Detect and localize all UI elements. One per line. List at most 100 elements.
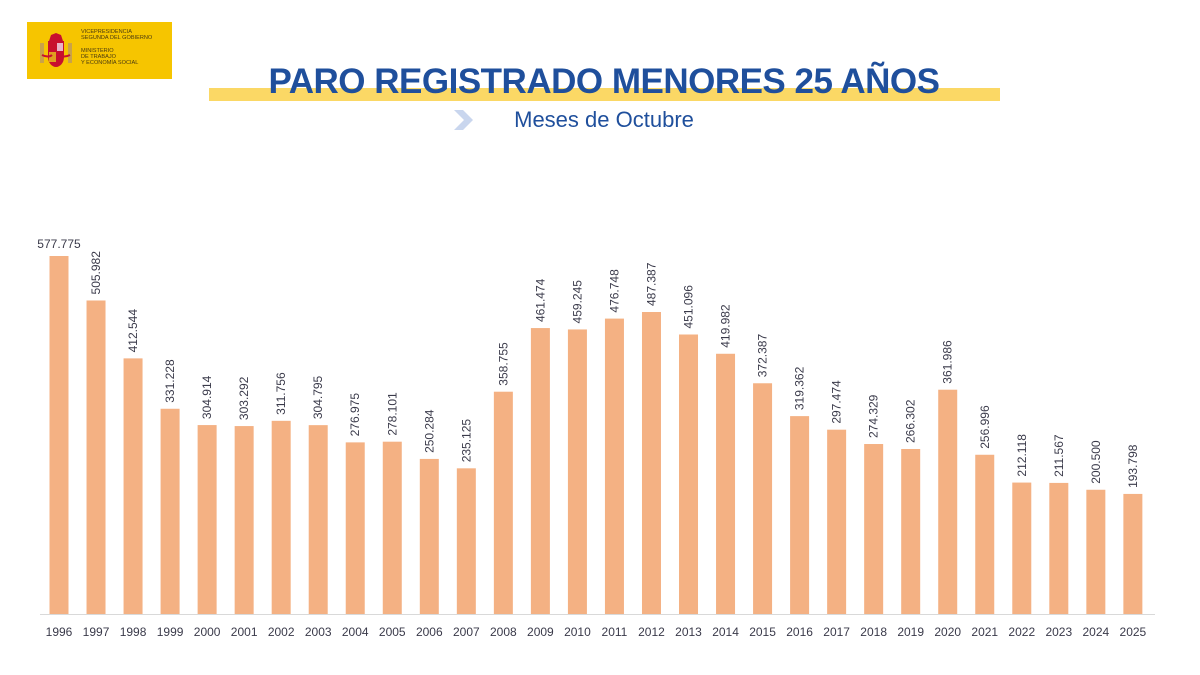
bar: [308, 425, 328, 614]
x-tick-label: 2016: [786, 625, 813, 639]
bar: [345, 442, 365, 614]
x-tick-label: 2023: [1045, 625, 1072, 639]
bar: [493, 391, 513, 614]
data-label: 487.387: [644, 262, 658, 306]
data-label: 361.986: [941, 340, 955, 384]
x-tick-label: 2024: [1082, 625, 1109, 639]
data-label: 193.798: [1126, 444, 1140, 488]
data-label: 200.500: [1089, 440, 1103, 484]
data-label: 358.755: [496, 342, 510, 386]
chart-title: PARO REGISTRADO MENORES 25 AÑOS: [268, 62, 940, 101]
x-tick-label: 2009: [527, 625, 554, 639]
data-label: 304.914: [200, 375, 214, 419]
bar: [975, 454, 995, 614]
data-label: 235.125: [459, 419, 473, 463]
x-tick-label: 2007: [453, 625, 480, 639]
bar: [790, 416, 810, 614]
bar: [938, 389, 958, 614]
x-tick-label: 1997: [83, 625, 110, 639]
x-tick-label: 2010: [564, 625, 591, 639]
data-label: 297.474: [830, 380, 844, 424]
data-label: 419.982: [719, 304, 733, 348]
logo-line: Y ECONOMÍA SOCIAL: [81, 60, 139, 66]
x-tick-label: 2013: [675, 625, 702, 639]
x-tick-label: 2004: [342, 625, 369, 639]
data-label: 505.982: [89, 251, 103, 295]
logo-line: VICEPRESIDENCIA: [81, 29, 132, 35]
data-label: 577.775: [37, 237, 81, 251]
x-tick-label: 2021: [971, 625, 998, 639]
ministry-logo: VICEPRESIDENCIA SEGUNDA DEL GOBIERNO MIN…: [27, 22, 172, 79]
data-label: 451.096: [682, 285, 696, 329]
bar: [1123, 493, 1143, 614]
data-label: 459.245: [570, 280, 584, 324]
data-label: 266.302: [904, 399, 918, 443]
bar: [1049, 482, 1069, 614]
bar: [679, 334, 699, 614]
bar: [530, 328, 550, 614]
bar: [1012, 482, 1032, 614]
bar: [234, 426, 254, 614]
data-label: 278.101: [385, 392, 399, 436]
data-label: 250.284: [422, 409, 436, 453]
x-tick-label: 2002: [268, 625, 295, 639]
data-label: 256.996: [978, 405, 992, 449]
title-highlight: [209, 88, 1000, 101]
x-tick-label: 1996: [46, 625, 73, 639]
data-label: 476.748: [607, 269, 621, 313]
x-tick-label: 2014: [712, 625, 739, 639]
x-tick-label: 2019: [897, 625, 924, 639]
bar: [901, 448, 921, 614]
data-label: 303.292: [237, 376, 251, 420]
data-label: 319.362: [793, 366, 807, 410]
x-tick-label: 2006: [416, 625, 443, 639]
data-label: 212.118: [1015, 434, 1029, 477]
data-label: 311.756: [274, 372, 288, 415]
bar: [716, 353, 736, 614]
data-label: 211.567: [1052, 434, 1066, 477]
x-tick-label: 2003: [305, 625, 332, 639]
x-tick-label: 2012: [638, 625, 665, 639]
x-tick-label: 2015: [749, 625, 776, 639]
x-tick-label: 2020: [934, 625, 961, 639]
x-tick-label: 2025: [1120, 625, 1147, 639]
x-tick-label: 1999: [157, 625, 184, 639]
bar: [827, 429, 847, 614]
chart-subtitle: Meses de Octubre: [514, 107, 694, 132]
x-tick-label: 1998: [120, 625, 147, 639]
logo-line: SEGUNDA DEL GOBIERNO: [81, 35, 153, 41]
data-label: 331.228: [163, 359, 177, 403]
bar: [86, 300, 106, 614]
data-label: 276.975: [348, 393, 362, 437]
bar: [419, 458, 439, 614]
bar: [641, 312, 661, 614]
bar: [604, 318, 624, 614]
bar: [123, 358, 143, 614]
data-label: 274.329: [867, 394, 881, 438]
logo-line: MINISTERIO: [81, 48, 114, 54]
bar: [456, 468, 476, 614]
x-tick-label: 2011: [602, 625, 628, 639]
x-tick-label: 2022: [1008, 625, 1035, 639]
bar: [864, 444, 884, 614]
data-label: 412.544: [126, 309, 140, 353]
x-tick-label: 2000: [194, 625, 221, 639]
bar: [160, 408, 180, 614]
data-label: 372.387: [756, 334, 770, 378]
bar: [49, 256, 69, 614]
x-tick-label: 2018: [860, 625, 887, 639]
coat-of-arms-icon: [40, 33, 72, 67]
data-label: 461.474: [533, 278, 547, 322]
bar: [567, 329, 587, 614]
bar: [1086, 489, 1106, 614]
data-label: 304.795: [311, 375, 325, 419]
bar: [197, 425, 217, 614]
x-tick-label: 2005: [379, 625, 406, 639]
bar: [382, 441, 402, 614]
x-tick-label: 2008: [490, 625, 517, 639]
x-tick-label: 2017: [823, 625, 850, 639]
chevron-right-icon: [454, 110, 473, 130]
bar: [271, 420, 291, 614]
